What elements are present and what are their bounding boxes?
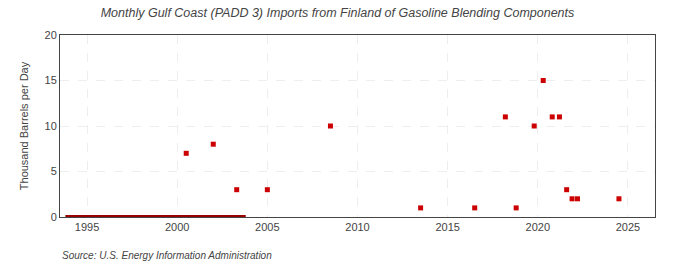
svg-text:Thousand Barrels per Day: Thousand Barrels per Day (18, 61, 30, 190)
svg-text:2020: 2020 (526, 221, 550, 233)
svg-text:Source: U.S. Energy Informatio: Source: U.S. Energy Information Administ… (62, 250, 272, 261)
svg-text:0: 0 (51, 211, 57, 223)
svg-text:2015: 2015 (435, 221, 459, 233)
svg-text:20: 20 (45, 29, 57, 41)
svg-text:15: 15 (45, 74, 57, 86)
svg-text:Monthly Gulf Coast (PADD 3) Im: Monthly Gulf Coast (PADD 3) Imports from… (101, 6, 575, 20)
svg-text:10: 10 (45, 120, 57, 132)
svg-text:1995: 1995 (75, 221, 99, 233)
svg-text:5: 5 (51, 165, 57, 177)
svg-text:2000: 2000 (165, 221, 189, 233)
svg-text:2025: 2025 (616, 221, 640, 233)
svg-text:2010: 2010 (345, 221, 369, 233)
svg-text:2005: 2005 (255, 221, 279, 233)
